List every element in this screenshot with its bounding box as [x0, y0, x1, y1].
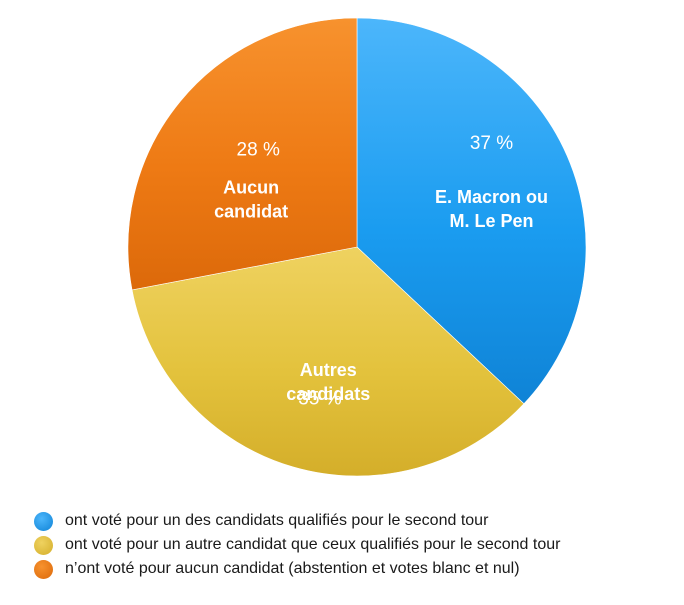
legend-dot-icon	[34, 511, 53, 531]
pie-slice-3	[127, 17, 358, 291]
legend: ont voté pour un des candidats qualifiés…	[34, 509, 674, 581]
legend-item: ont voté pour un des candidats qualifiés…	[34, 509, 674, 533]
slice-name-line: Aucun	[223, 177, 279, 197]
slice-name-line: M. Le Pen	[449, 211, 533, 231]
slice-name-line: candidats	[286, 384, 370, 404]
legend-dot-icon	[34, 559, 53, 579]
slice-percent-label: 35 %	[298, 389, 341, 410]
slice-name-line: candidat	[214, 201, 288, 221]
legend-label: ont voté pour un des candidats qualifiés…	[65, 512, 489, 529]
slice-name-label: Autres candidats	[286, 360, 370, 404]
legend-label: n’ont voté pour aucun candidat (abstenti…	[65, 560, 520, 577]
pie-labels: 37 % E. Macron ou M. Le Pen 35 % Autres candi…	[214, 133, 548, 410]
slice-percent-label: 28 %	[237, 139, 280, 160]
pie-slice-1	[356, 17, 587, 405]
slice-name-label: Aucun candidat	[214, 177, 288, 221]
legend-dot-icon	[34, 535, 53, 555]
slice-name-label: E. Macron ou M. Le Pen	[435, 187, 548, 231]
slice-name-line: Autres	[300, 360, 357, 380]
legend-item: ont voté pour un autre candidat que ceux…	[34, 533, 674, 557]
legend-item: n’ont voté pour aucun candidat (abstenti…	[34, 557, 674, 581]
pie-slices	[127, 17, 587, 477]
pie-slice-2	[131, 246, 525, 477]
slice-name-line: E. Macron ou	[435, 187, 548, 207]
pie-chart: 37 % E. Macron ou M. Le Pen 35 % Autres candi…	[127, 17, 587, 477]
slice-percent-label: 37 %	[470, 133, 513, 154]
legend-label: ont voté pour un autre candidat que ceux…	[65, 536, 561, 553]
